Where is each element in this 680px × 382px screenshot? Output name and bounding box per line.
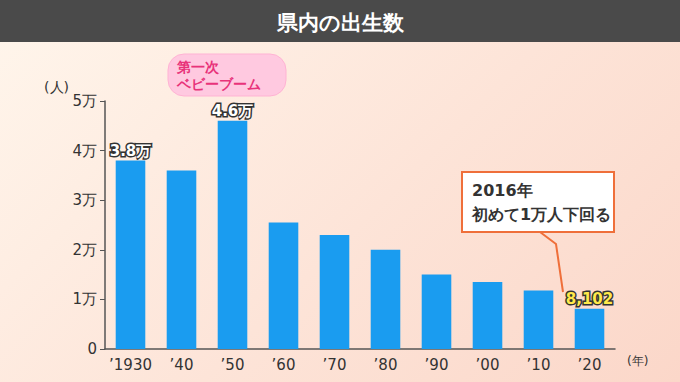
svg-text:4.6万: 4.6万 <box>212 102 254 120</box>
svg-text:3万: 3万 <box>72 191 97 209</box>
svg-text:(年): (年) <box>627 354 648 368</box>
svg-text:8,102: 8,102 <box>566 290 613 308</box>
svg-text:’1930: ’1930 <box>109 356 152 374</box>
svg-text:第一次: 第一次 <box>176 59 220 75</box>
svg-text:4万: 4万 <box>72 142 97 160</box>
svg-text:’10: ’10 <box>527 356 551 374</box>
svg-text:’20: ’20 <box>578 356 602 374</box>
svg-text:1万: 1万 <box>72 290 97 308</box>
svg-text:3.8万: 3.8万 <box>110 142 152 160</box>
svg-text:’00: ’00 <box>476 356 500 374</box>
svg-text:(人): (人) <box>44 79 69 95</box>
svg-text:’70: ’70 <box>323 356 347 374</box>
svg-text:’50: ’50 <box>221 356 245 374</box>
svg-text:’60: ’60 <box>272 356 296 374</box>
svg-text:’80: ’80 <box>374 356 398 374</box>
svg-text:2万: 2万 <box>72 241 97 259</box>
svg-text:’90: ’90 <box>425 356 449 374</box>
svg-text:5万: 5万 <box>72 92 97 110</box>
svg-text:0: 0 <box>87 340 97 358</box>
svg-text:’40: ’40 <box>170 356 194 374</box>
svg-text:初めて1万人下回る: 初めて1万人下回る <box>471 205 611 224</box>
svg-text:ベビーブーム: ベビーブーム <box>176 76 261 92</box>
svg-text:県内の出生数: 県内の出生数 <box>276 11 405 35</box>
svg-text:2016年: 2016年 <box>472 181 533 200</box>
